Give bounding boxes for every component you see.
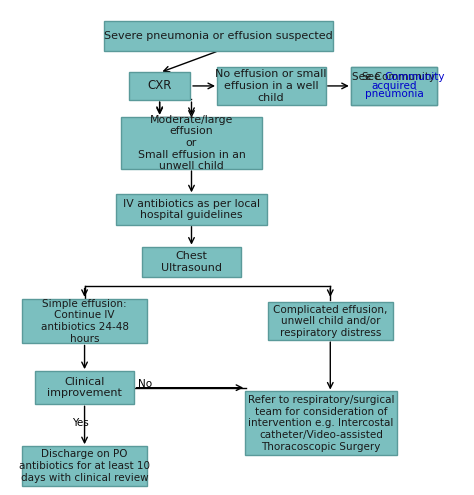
- Text: See: See: [373, 72, 392, 82]
- FancyBboxPatch shape: [121, 117, 262, 169]
- Text: Community: Community: [371, 72, 431, 82]
- FancyBboxPatch shape: [245, 392, 397, 455]
- Text: Complicated effusion,
unwell child and/or
respiratory distress: Complicated effusion, unwell child and/o…: [273, 304, 387, 338]
- Text: Refer to respiratory/surgical
team for consideration of
intervention e.g. Interc: Refer to respiratory/surgical team for c…: [248, 395, 394, 451]
- Text: Discharge on PO
antibiotics for at least 10
days with clinical review: Discharge on PO antibiotics for at least…: [19, 449, 150, 483]
- FancyBboxPatch shape: [116, 194, 267, 225]
- FancyBboxPatch shape: [129, 72, 190, 100]
- Text: Simple effusion:
Continue IV
antibiotics 24-48
hours: Simple effusion: Continue IV antibiotics…: [41, 299, 128, 344]
- FancyBboxPatch shape: [268, 302, 392, 340]
- Text: acquired: acquired: [371, 81, 417, 91]
- Text: Yes: Yes: [72, 418, 89, 428]
- Text: pneumonia: pneumonia: [365, 90, 423, 99]
- Text: Chest
Ultrasound: Chest Ultrasound: [161, 251, 222, 273]
- Text: Severe pneumonia or effusion suspected: Severe pneumonia or effusion suspected: [104, 31, 333, 41]
- Text: See Community: See Community: [353, 72, 436, 82]
- FancyBboxPatch shape: [142, 247, 241, 277]
- Text: See Community: See Community: [353, 72, 436, 83]
- Text: See: See: [361, 72, 380, 83]
- Text: CXR: CXR: [147, 79, 172, 93]
- Text: Clinical
improvement: Clinical improvement: [47, 377, 122, 398]
- Text: No: No: [138, 379, 152, 389]
- Text: Community: Community: [384, 72, 445, 83]
- FancyBboxPatch shape: [351, 67, 437, 105]
- Text: No effusion or small
effusion in a well
child: No effusion or small effusion in a well …: [215, 69, 327, 102]
- Text: Moderate/large
effusion
or
Small effusion in an
unwell child: Moderate/large effusion or Small effusio…: [137, 115, 246, 171]
- FancyBboxPatch shape: [104, 21, 334, 51]
- FancyBboxPatch shape: [22, 299, 147, 344]
- FancyBboxPatch shape: [217, 67, 326, 105]
- Text: acquired: acquired: [371, 81, 417, 91]
- Text: pneumonia: pneumonia: [365, 90, 423, 100]
- FancyBboxPatch shape: [35, 371, 135, 404]
- FancyBboxPatch shape: [22, 446, 147, 486]
- Text: IV antibiotics as per local
hospital guidelines: IV antibiotics as per local hospital gui…: [123, 198, 260, 220]
- FancyBboxPatch shape: [351, 67, 437, 105]
